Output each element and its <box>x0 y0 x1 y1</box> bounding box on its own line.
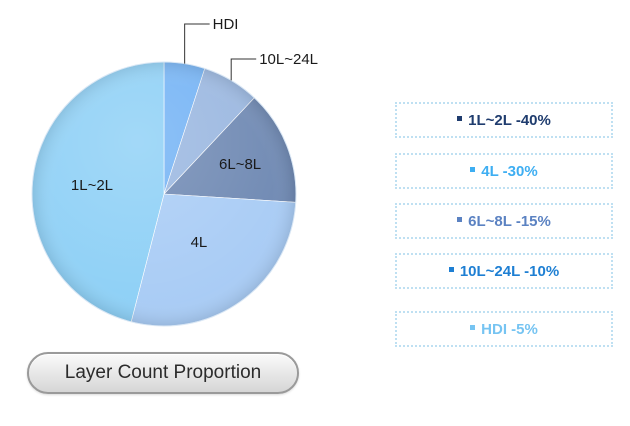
pie-gloss <box>32 62 296 326</box>
legend-entry: 4L -30% <box>395 153 613 189</box>
pie-outline <box>31 61 297 327</box>
legend-entry: HDI -5% <box>395 311 613 347</box>
pie-labels: 6L~8L 4L 1L~2L HDI 10L~24L <box>71 16 318 251</box>
callout-label-hdi: HDI <box>213 16 239 33</box>
legend-bullet-icon <box>470 324 476 330</box>
leader-line-10l-24l <box>230 58 257 81</box>
legend-label: HDI -5% <box>481 320 538 338</box>
legend-bullet-icon <box>457 216 463 222</box>
slice-label-4l: 4L <box>191 234 208 251</box>
pie-shading <box>31 61 297 327</box>
legend-label: 1L~2L -40% <box>468 111 551 129</box>
chart-caption: Layer Count Proportion <box>27 352 299 394</box>
callout-label-10l-24l: 10L~24L <box>259 51 318 68</box>
legend-bullet-icon <box>457 115 463 121</box>
legend-entry: 1L~2L -40% <box>395 102 613 138</box>
legend-bullet-icon <box>470 166 476 172</box>
legend-label: 6L~8L -15% <box>468 212 551 230</box>
legend-bullet-icon <box>448 266 454 272</box>
slice-label-6l-8l: 6L~8L <box>219 156 261 173</box>
legend-label: 10L~24L -10% <box>459 262 560 280</box>
slice-label-1l-2l: 1L~2L <box>71 177 113 194</box>
legend-label: 4L -30% <box>481 162 538 180</box>
legend-entry: 6L~8L -15% <box>395 203 613 239</box>
leader-line-hdi <box>184 23 210 64</box>
legend-entry: 10L~24L -10% <box>395 253 613 289</box>
